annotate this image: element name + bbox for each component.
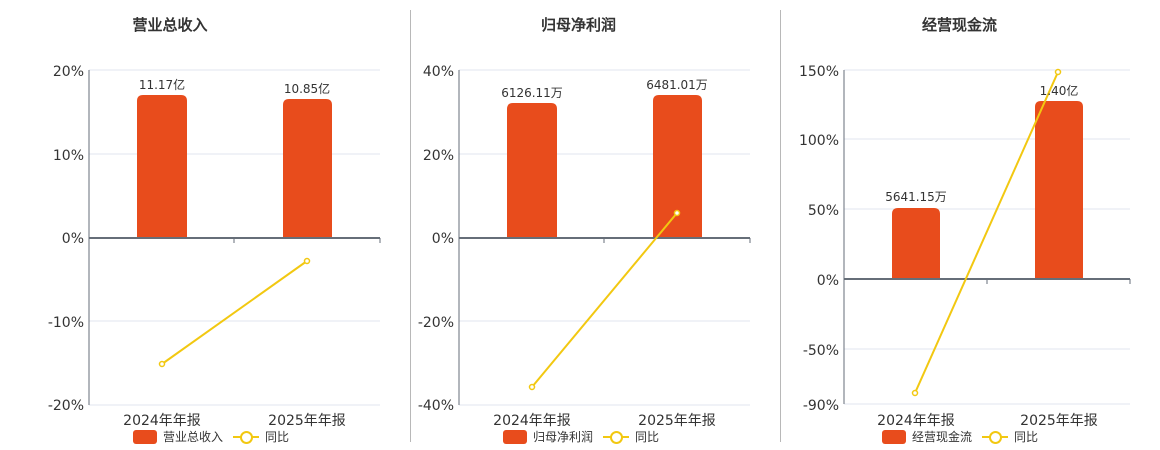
svg-text:20%: 20% — [423, 148, 454, 164]
legend-line-swatch[interactable] — [982, 430, 1009, 444]
chart-panel-revenue: 营业总收入 20% 10% 0% -10% -20% 11.17亿 10.85亿… — [0, 0, 410, 450]
svg-text:2025年年报: 2025年年报 — [268, 413, 346, 429]
svg-text:40%: 40% — [423, 64, 454, 80]
svg-text:2024年年报: 2024年年报 — [123, 413, 201, 429]
chart-legend: 归母净利润 同比 — [503, 428, 659, 445]
legend-bar-swatch[interactable] — [133, 429, 157, 444]
svg-text:2024年年报: 2024年年报 — [877, 413, 955, 429]
svg-text:2024年年报: 2024年年报 — [493, 413, 571, 429]
chart-plot: 150% 100% 50% 0% -50% -90% 5641.15万 1.40… — [799, 64, 1131, 429]
legend-bar-swatch[interactable] — [503, 429, 527, 444]
bar-2025 — [283, 99, 332, 238]
svg-text:10.85亿: 10.85亿 — [284, 81, 330, 96]
svg-text:-90%: -90% — [803, 398, 839, 414]
bar-2024 — [137, 95, 187, 238]
svg-text:0%: 0% — [62, 231, 84, 247]
svg-text:6126.11万: 6126.11万 — [501, 86, 563, 100]
legend-line-label[interactable]: 同比 — [1014, 430, 1039, 444]
svg-text:0%: 0% — [817, 273, 839, 289]
chart-plot: 40% 20% 0% -20% -40% 6126.11万 6481.01万 2… — [418, 64, 751, 429]
legend-line-label[interactable]: 同比 — [265, 430, 290, 444]
bar-2024 — [892, 208, 940, 279]
svg-text:-50%: -50% — [803, 343, 839, 359]
legend-bar-swatch[interactable] — [882, 429, 906, 444]
chart-title: 经营现金流 — [921, 16, 997, 34]
svg-text:11.17亿: 11.17亿 — [139, 77, 185, 92]
legend-line-label[interactable]: 同比 — [635, 430, 660, 444]
svg-text:2025年年报: 2025年年报 — [1020, 413, 1098, 429]
chart-title: 营业总收入 — [132, 16, 208, 34]
legend-bar-label[interactable]: 营业总收入 — [163, 430, 224, 444]
chart-panel-operating-cash-flow: 经营现金流 150% 100% 50% 0% -50% -90% 5641.15… — [781, 0, 1160, 450]
svg-text:-10%: -10% — [48, 315, 84, 331]
legend-line-swatch[interactable] — [233, 430, 260, 444]
chart-panel-net-profit: 归母净利润 40% 20% 0% -20% -40% 6126.11万 6481… — [411, 0, 781, 450]
legend-line-swatch[interactable] — [603, 430, 630, 444]
svg-text:20%: 20% — [53, 64, 84, 80]
chart-legend: 经营现金流 同比 — [882, 428, 1038, 445]
svg-text:50%: 50% — [808, 203, 839, 219]
svg-text:2025年年报: 2025年年报 — [638, 413, 716, 429]
svg-text:-20%: -20% — [48, 398, 84, 414]
svg-text:-20%: -20% — [418, 315, 454, 331]
bar-2025 — [1035, 101, 1083, 279]
svg-text:10%: 10% — [53, 148, 84, 164]
svg-text:150%: 150% — [799, 64, 839, 80]
svg-text:1.40亿: 1.40亿 — [1040, 83, 1079, 98]
panel-divider — [410, 10, 411, 442]
legend-bar-label[interactable]: 归母净利润 — [533, 430, 594, 444]
chart-plot: 20% 10% 0% -10% -20% 11.17亿 10.85亿 2024年… — [48, 64, 381, 429]
chart-title: 归母净利润 — [540, 16, 616, 34]
bar-2024 — [507, 103, 557, 238]
svg-text:-40%: -40% — [418, 398, 454, 414]
svg-text:5641.15万: 5641.15万 — [885, 190, 947, 204]
svg-text:100%: 100% — [799, 133, 839, 149]
svg-text:6481.01万: 6481.01万 — [646, 78, 708, 92]
chart-legend: 营业总收入 同比 — [133, 428, 289, 445]
svg-text:0%: 0% — [432, 231, 454, 247]
bar-2025 — [653, 95, 702, 238]
legend-bar-label[interactable]: 经营现金流 — [912, 430, 973, 444]
panel-divider — [780, 10, 781, 442]
